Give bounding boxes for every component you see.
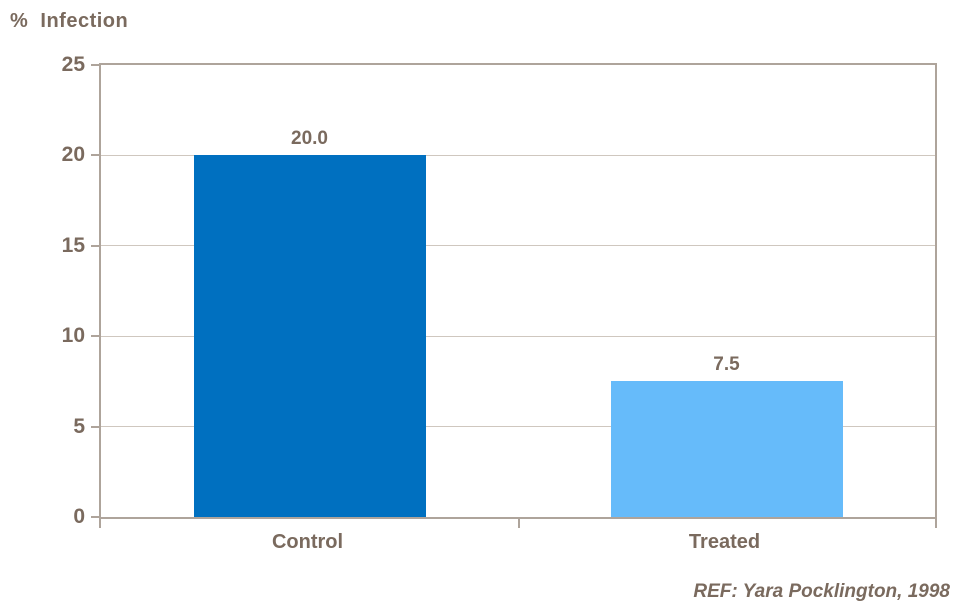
y-axis-label-5: 5	[73, 414, 85, 438]
y-axis-tick-25	[91, 64, 99, 66]
x-axis-tick-0	[99, 519, 101, 528]
plot-area	[99, 63, 937, 519]
y-axis-label-10: 10	[61, 324, 85, 348]
gridline-15	[101, 245, 935, 247]
gridline-10	[101, 335, 935, 337]
category-label-treated: Treated	[688, 531, 761, 553]
y-axis-label-15: 15	[61, 233, 85, 257]
y-axis-tick-10	[91, 335, 99, 338]
y-axis-tick-0	[91, 516, 99, 518]
data-label-control: 20.0	[291, 128, 328, 150]
bar-treated	[610, 381, 843, 517]
chart-title: % Infection	[10, 10, 129, 32]
y-axis-tick-5	[91, 425, 99, 428]
y-axis-label-25: 25	[61, 53, 85, 76]
gridline-20	[101, 154, 935, 156]
category-label-control: Control	[271, 531, 344, 553]
y-axis-label-0: 0	[73, 505, 85, 528]
data-label-treated: 7.5	[713, 354, 740, 376]
y-axis-label-20: 20	[61, 143, 85, 167]
y-axis-tick-20	[91, 154, 99, 157]
x-axis-tick-2	[935, 519, 937, 528]
y-axis-tick-15	[91, 244, 99, 247]
gridline-5	[101, 426, 935, 428]
bar-control	[193, 155, 426, 517]
reference-note: REF: Yara Pocklington, 1998	[693, 581, 950, 602]
x-axis-tick-1	[518, 519, 520, 528]
